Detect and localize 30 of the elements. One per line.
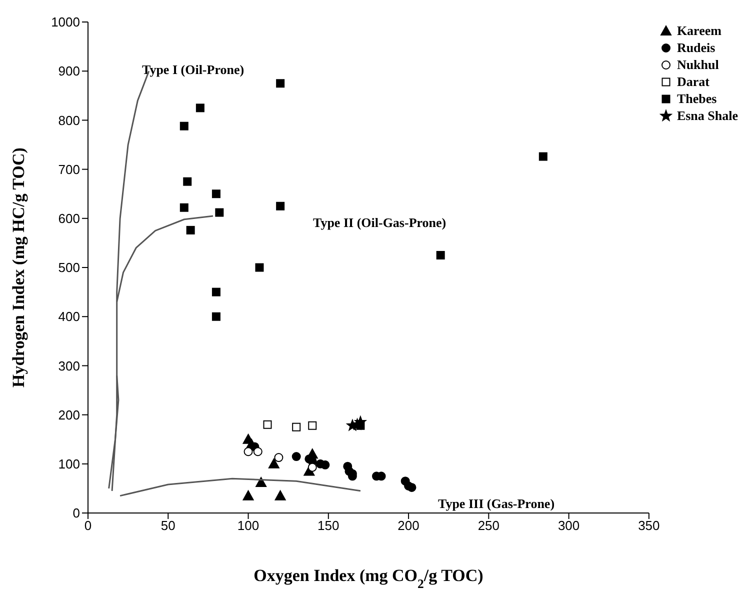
x-tick-label: 0 — [84, 518, 92, 534]
y-tick-label: 200 — [58, 407, 80, 422]
y-tick-label: 800 — [58, 112, 80, 128]
x-tick-label: 100 — [237, 518, 260, 534]
y-tick-label: 500 — [58, 260, 80, 276]
y-tick-label: 0 — [72, 506, 80, 521]
y-tick-label: 100 — [58, 456, 80, 472]
y-tick-label: 700 — [58, 162, 80, 177]
x-tick-label: 350 — [638, 518, 660, 534]
x-tick-label: 150 — [318, 518, 340, 534]
legend-label: Esna Shale — [676, 108, 738, 124]
annotation: Type III (Gas-Prone) — [438, 496, 555, 511]
x-tick-label: 250 — [478, 518, 500, 534]
y-tick-label: 1000 — [51, 14, 80, 30]
x-tick-label: 50 — [160, 518, 176, 534]
legend-label: Rudeis — [676, 40, 716, 56]
x-tick-label: 200 — [398, 518, 420, 534]
y-tick-label: 300 — [58, 358, 80, 374]
x-tick-label: 300 — [558, 518, 580, 534]
legend-label: Darat — [676, 74, 710, 90]
legend-label: Kareem — [676, 22, 722, 38]
y-tick-label: 400 — [58, 309, 80, 324]
x-axis-title: Oxygen Index (mg CO$_{2}$/g TOC) — [254, 566, 484, 591]
legend-label: Nukhul — [676, 56, 719, 72]
y-axis-title: Hydrogen Index (mg HC/g TOC) — [9, 148, 28, 388]
legend-label: Thebes — [676, 90, 717, 106]
y-tick-label: 900 — [58, 64, 80, 79]
annotation: Type II (Oil-Gas-Prone) — [313, 215, 446, 230]
annotation: Type I (Oil-Prone) — [142, 62, 244, 77]
y-tick-label: 600 — [58, 211, 80, 226]
